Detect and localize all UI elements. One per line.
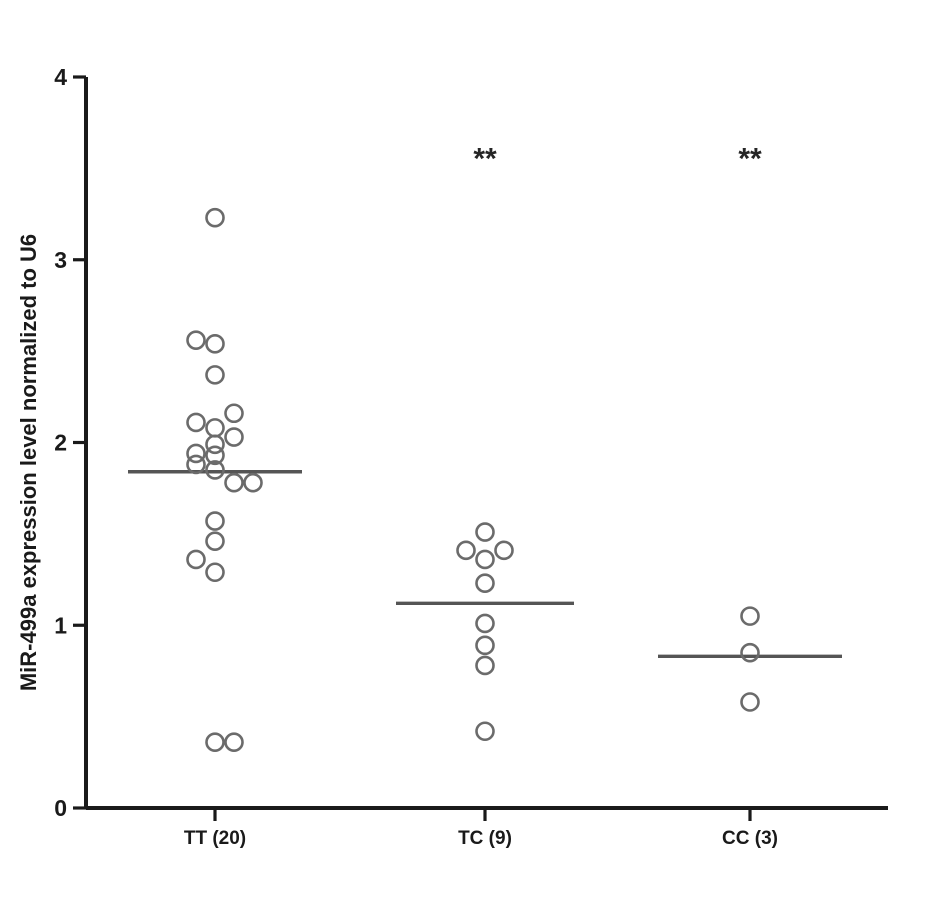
data-point <box>740 642 760 663</box>
data-point <box>205 434 225 455</box>
x-tick-label-cc: CC (3) <box>722 828 778 849</box>
x-tick-label-tt: TT (20) <box>184 828 246 849</box>
data-point <box>205 531 225 551</box>
data-point <box>224 472 244 493</box>
y-tick-label: 1 <box>54 612 67 638</box>
data-point <box>186 412 206 433</box>
data-point <box>205 732 225 753</box>
data-point <box>475 573 495 594</box>
x-tick-label-tc: TC (9) <box>458 828 512 849</box>
data-point <box>205 365 225 385</box>
data-point <box>205 418 225 438</box>
data-point <box>243 472 263 493</box>
data-point <box>224 732 244 753</box>
data-point <box>475 635 495 656</box>
data-point <box>205 334 225 354</box>
y-tick-label: 4 <box>54 64 67 90</box>
data-point <box>475 522 495 542</box>
data-point <box>456 540 476 561</box>
data-point <box>205 207 225 228</box>
data-point <box>740 606 760 626</box>
data-point <box>186 549 206 570</box>
data-point <box>475 613 495 634</box>
data-point <box>475 549 495 570</box>
data-point <box>205 460 225 480</box>
significance-marker-tc: ** <box>473 142 497 175</box>
data-point <box>224 403 244 424</box>
significance-marker-cc: ** <box>738 142 762 175</box>
data-point <box>205 511 225 531</box>
data-point <box>740 692 760 712</box>
data-point <box>205 445 225 466</box>
data-point <box>475 655 495 676</box>
data-point <box>186 330 206 350</box>
y-axis-title: MiR-499a expression level normalized to … <box>16 234 41 691</box>
data-point <box>205 562 225 583</box>
y-tick-label: 2 <box>54 430 67 456</box>
data-point <box>186 454 206 475</box>
data-point <box>494 540 514 561</box>
data-point <box>224 427 244 447</box>
y-tick-label: 0 <box>54 795 67 821</box>
data-point <box>186 443 206 464</box>
data-point <box>475 721 495 742</box>
y-tick-label: 3 <box>54 247 67 273</box>
